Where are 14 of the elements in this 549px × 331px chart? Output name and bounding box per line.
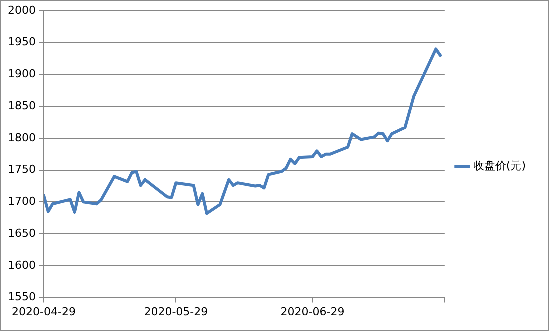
y-tick-label: 1900 bbox=[8, 68, 36, 81]
y-tick-label: 1700 bbox=[8, 195, 36, 208]
y-tick-label: 1550 bbox=[8, 290, 36, 304]
y-tick-label: 1850 bbox=[8, 99, 36, 112]
y-tick-label: 2000 bbox=[8, 4, 36, 17]
y-tick-label: 1800 bbox=[8, 131, 36, 144]
y-tick-label: 1750 bbox=[8, 163, 36, 176]
x-tick-label: 2020-06-29 bbox=[280, 305, 345, 318]
x-tick-label: 2020-04-29 bbox=[12, 305, 76, 318]
y-tick-label: 1650 bbox=[8, 226, 36, 240]
x-tick-label: 2020-05-29 bbox=[144, 305, 208, 318]
legend-label: 收盘价(元) bbox=[473, 159, 526, 172]
y-tick-label: 1600 bbox=[8, 258, 36, 272]
y-tick-label: 1950 bbox=[8, 36, 36, 49]
